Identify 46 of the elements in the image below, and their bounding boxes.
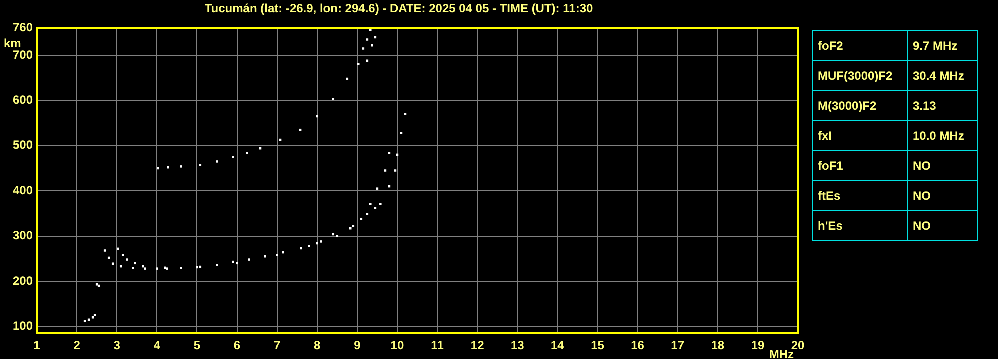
x-tick-label: 7 (274, 338, 281, 353)
x-tick-label: 3 (114, 338, 121, 353)
text: foF1 (812, 150, 908, 180)
text: MUF(3000)F2 (812, 60, 908, 90)
text: 10.0 MHz (908, 120, 978, 150)
text: M(3000)F2 (812, 90, 908, 120)
x-tick-label: 11 (431, 338, 444, 353)
chart-title: Tucumán (lat: -26.9, lon: 294.6) - DATE: 2025 04 05 - TIME (UT): 11:30 (204, 2, 594, 16)
x-tick-label: 2 (74, 338, 81, 353)
x-tick-label: 16 (631, 338, 645, 353)
text: NO (908, 180, 978, 210)
text: 3.13 (908, 90, 978, 120)
text: 30.4 MHz (908, 60, 978, 90)
text: foF2 (812, 30, 908, 60)
x-tick-label: 1 (34, 338, 41, 353)
point (94, 314, 96, 317)
x-tick-label: 14 (551, 338, 565, 353)
text: h'Es (812, 210, 908, 240)
x-tick-label: 15 (591, 338, 605, 353)
text: 9.7 MHz (908, 30, 978, 60)
y-tick-label: 400 (12, 183, 34, 198)
y-tick-label: 100 (12, 318, 34, 333)
x-tick-label: 8 (314, 338, 322, 353)
x-tick-label: 12 (470, 338, 485, 353)
text: NO (908, 150, 978, 180)
x-tick-label: 18 (711, 338, 725, 353)
y-tick-label: 760 (12, 20, 34, 35)
x-tick-label: 6 (234, 338, 241, 353)
y-tick-label: 600 (12, 93, 34, 108)
x-tick-label: 9 (354, 338, 362, 353)
x-tick-label: 13 (510, 338, 525, 353)
x-tick-label: 17 (671, 338, 685, 353)
text: ftEs (812, 180, 908, 210)
point (357, 62, 360, 66)
x-tick-label: 19 (751, 338, 765, 353)
text: fxI (812, 120, 908, 150)
text: NO (908, 210, 978, 240)
x-tick-label: 4 (154, 338, 161, 353)
y-tick-label: 500 (12, 138, 34, 152)
x-tick-label: 5 (194, 338, 201, 353)
point (132, 267, 134, 270)
x-tick-label: 20 (791, 338, 805, 353)
y-tick-label: 200 (12, 274, 34, 288)
x-tick-label: 10 (390, 338, 404, 353)
point (167, 166, 170, 169)
y-tick-label: 300 (12, 228, 34, 243)
